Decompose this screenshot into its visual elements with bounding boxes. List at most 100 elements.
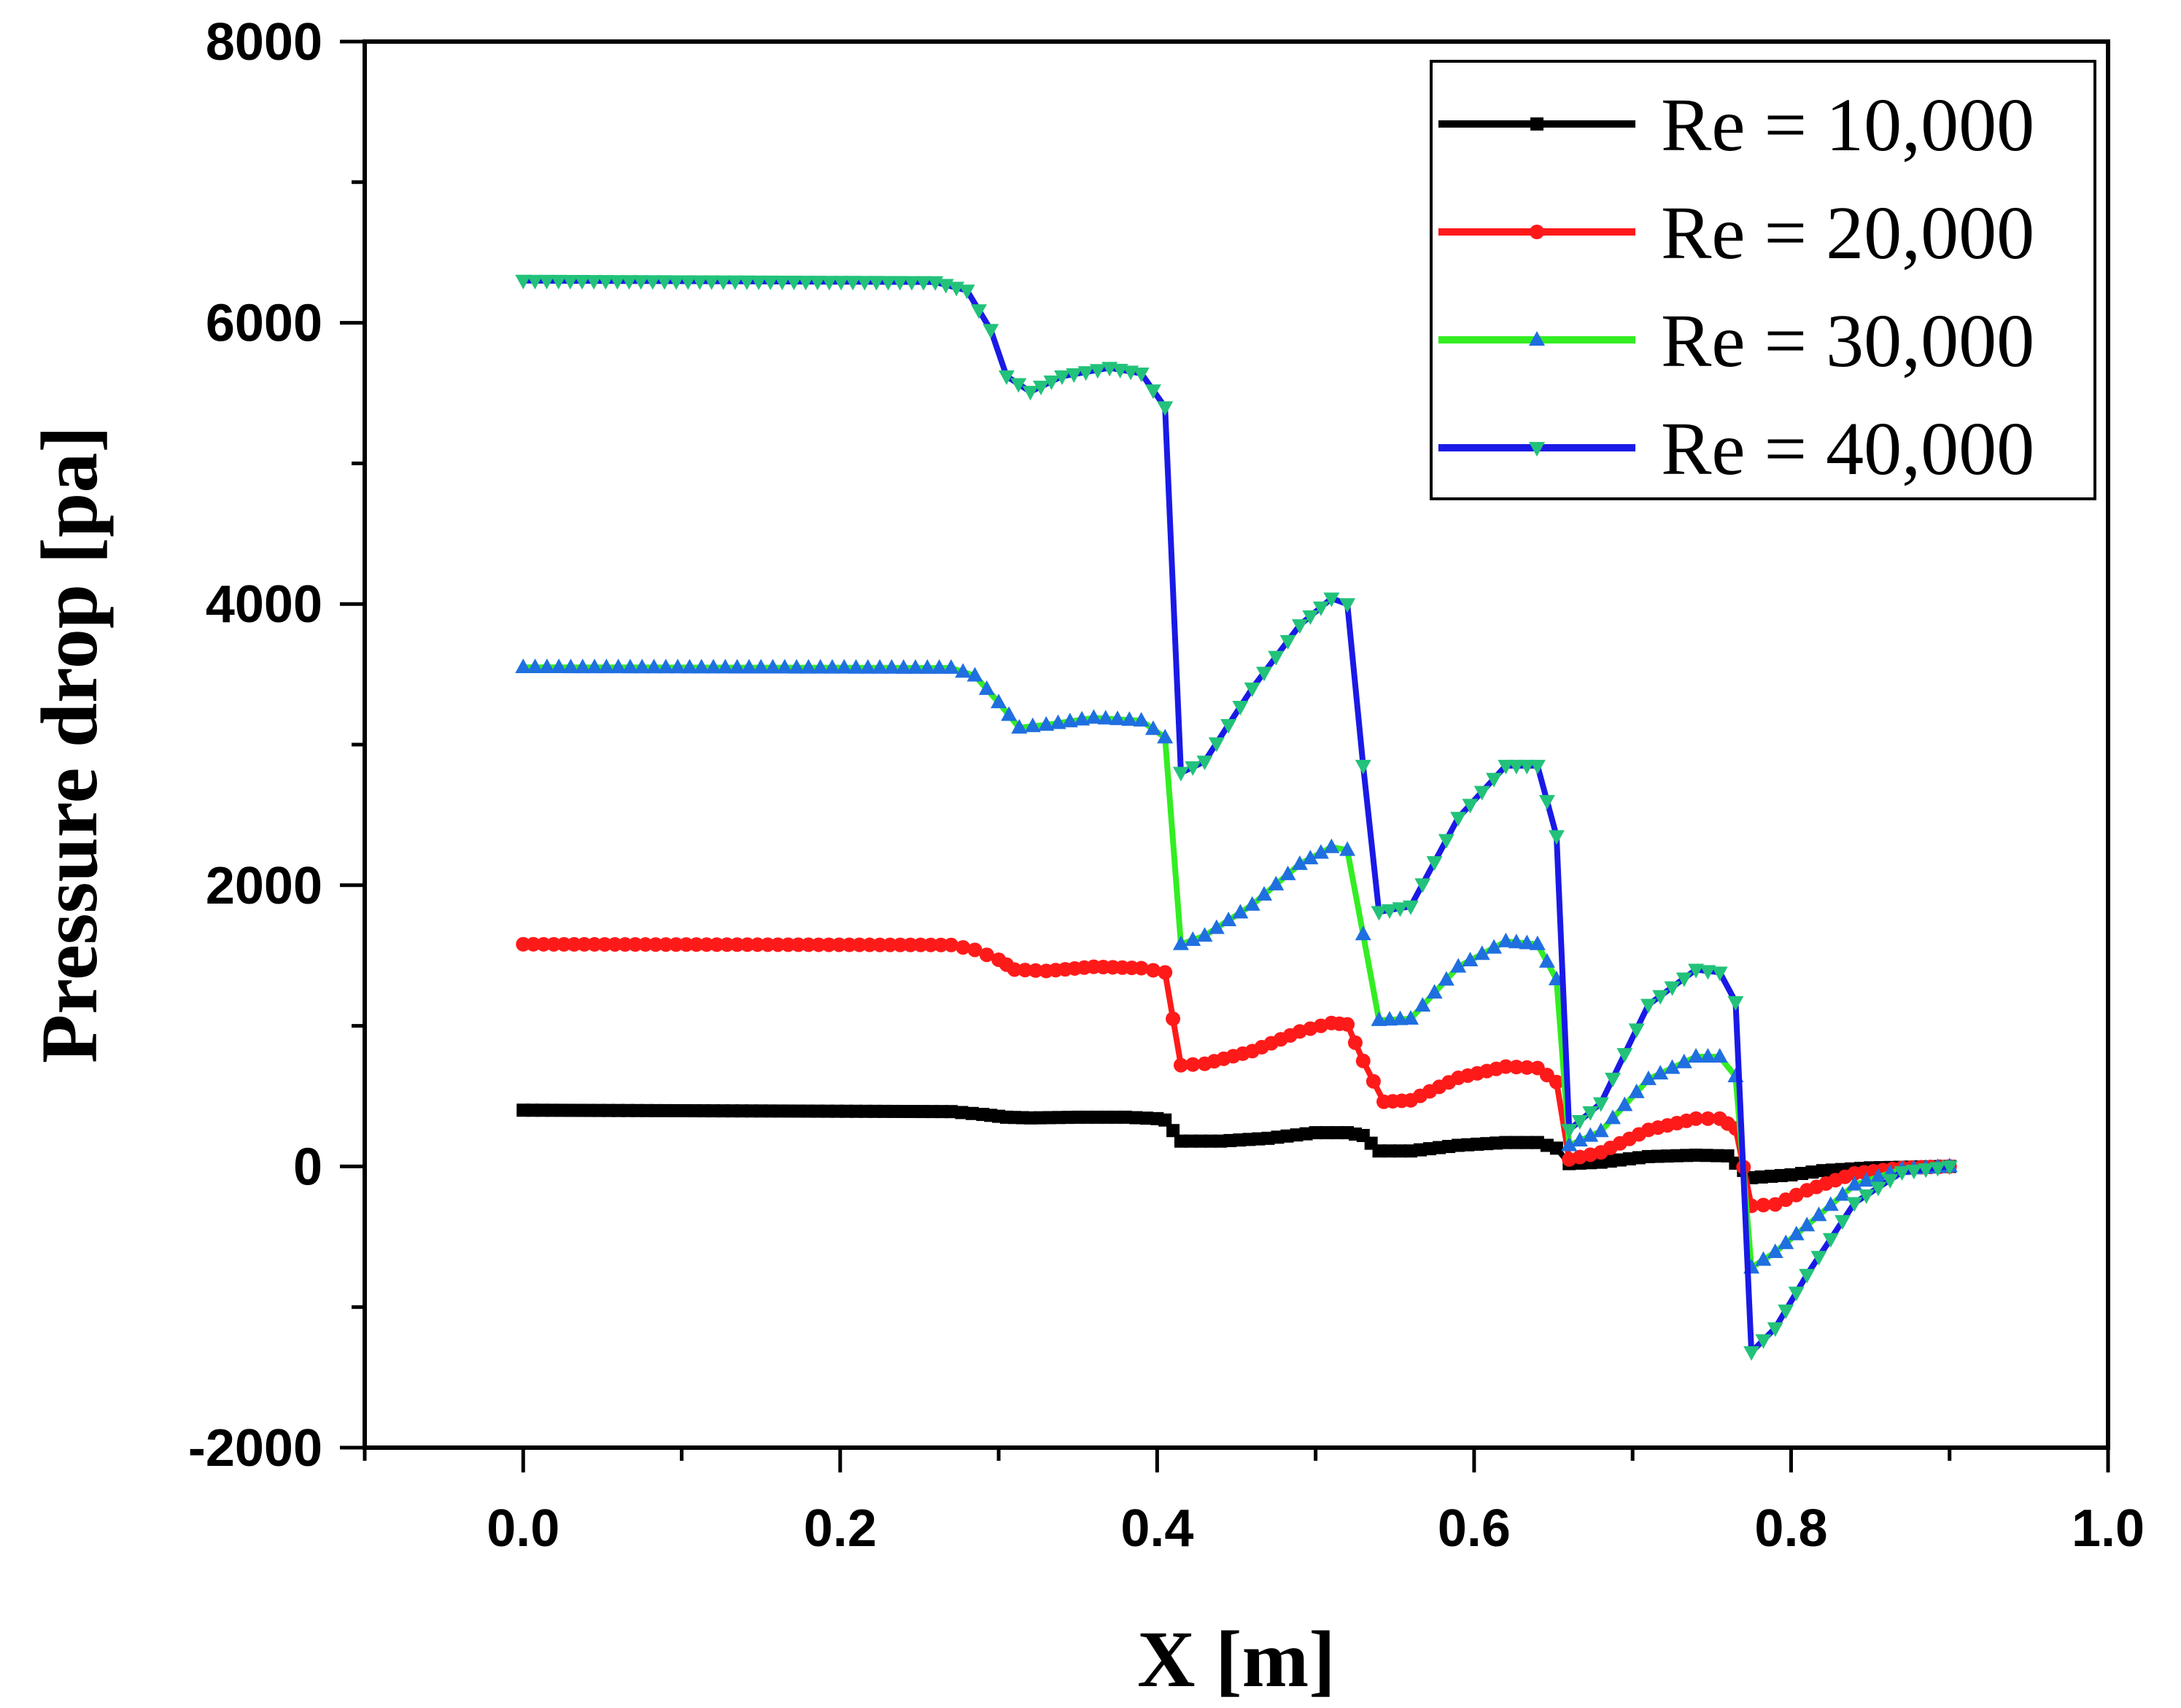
- data-point: [1519, 759, 1535, 775]
- data-point: [597, 275, 614, 290]
- data-point: [1538, 795, 1555, 810]
- data-point: [516, 936, 531, 952]
- data-point: [526, 936, 541, 952]
- data-point: [1018, 963, 1033, 978]
- data-point: [740, 937, 755, 952]
- y-tick-label: 0: [293, 1138, 322, 1196]
- data-point: [811, 937, 826, 952]
- data-point: [1764, 1169, 1778, 1183]
- data-point: [1312, 844, 1329, 859]
- data-point: [550, 274, 567, 290]
- data-point: [1392, 902, 1409, 917]
- data-point: [1144, 720, 1161, 735]
- data-point: [780, 937, 796, 952]
- data-point: [1549, 1141, 1563, 1155]
- data-point: [1291, 619, 1308, 634]
- y-tick-label: 8000: [206, 13, 322, 71]
- data-point: [1755, 1334, 1772, 1349]
- data-point: [1450, 958, 1467, 973]
- data-point: [1414, 997, 1431, 1012]
- data-point: [1157, 729, 1174, 744]
- data-point: [1109, 710, 1126, 726]
- data-point: [1529, 331, 1545, 346]
- data-point: [955, 663, 972, 678]
- data-point: [1941, 1160, 1958, 1176]
- data-point: [1711, 1149, 1724, 1162]
- data-point: [1473, 785, 1490, 801]
- y-tick-label: 2000: [206, 857, 322, 915]
- data-point: [1508, 1060, 1524, 1075]
- data-point: [893, 937, 908, 952]
- data-point: [1509, 1136, 1523, 1149]
- data-point: [1462, 951, 1479, 966]
- data-point: [1529, 935, 1546, 950]
- data-point: [1918, 1163, 1934, 1179]
- data-point: [1194, 1134, 1208, 1148]
- data-point: [1133, 368, 1150, 383]
- data-point: [933, 937, 948, 952]
- data-point: [1134, 960, 1149, 976]
- data-point: [1085, 709, 1102, 724]
- data-point: [1172, 935, 1189, 950]
- data-point: [1196, 756, 1213, 771]
- data-point: [609, 275, 626, 290]
- data-point: [1676, 972, 1692, 987]
- data-point: [1074, 710, 1090, 726]
- data-point: [1727, 995, 1744, 1011]
- data-point: [1185, 931, 1201, 946]
- data-point: [1805, 1165, 1819, 1179]
- data-point: [983, 324, 999, 339]
- data-point: [1664, 1059, 1681, 1074]
- x-tick-labels: 0.0 0.2 0.4 0.6 0.8 1.0: [487, 1499, 2145, 1558]
- data-point: [1089, 364, 1106, 379]
- data-point: [797, 276, 814, 291]
- data-point: [627, 937, 643, 952]
- data-point: [1204, 1134, 1217, 1148]
- data-point: [1033, 381, 1050, 396]
- data-point: [1549, 1074, 1564, 1090]
- data-point: [1365, 1074, 1381, 1089]
- data-point: [1755, 1251, 1772, 1266]
- data-point: [1858, 1189, 1875, 1204]
- data-point: [821, 937, 837, 952]
- data-point: [750, 937, 765, 952]
- data-point: [689, 937, 704, 952]
- data-point: [1050, 714, 1066, 729]
- data-point: [1382, 1011, 1398, 1026]
- data-point: [536, 936, 551, 952]
- data-point: [621, 275, 638, 290]
- data-point: [1355, 1053, 1371, 1068]
- data-point: [515, 658, 532, 673]
- x-axis-title: X [m]: [1137, 1615, 1336, 1704]
- data-point: [956, 940, 971, 955]
- data-point: [680, 275, 697, 290]
- data-point: [709, 937, 724, 952]
- data-point: [1616, 1096, 1633, 1111]
- data-point: [587, 936, 603, 952]
- data-point: [1330, 1126, 1344, 1140]
- data-point: [668, 937, 683, 952]
- data-point: [786, 276, 802, 291]
- data-point: [1139, 1111, 1153, 1125]
- data-point: [1676, 1053, 1692, 1068]
- data-point: [1010, 378, 1027, 393]
- data-point: [1571, 1132, 1588, 1147]
- data-point: [538, 659, 555, 674]
- data-point: [1403, 1009, 1419, 1025]
- data-point: [1220, 719, 1237, 734]
- data-point: [1652, 990, 1669, 1005]
- data-point: [848, 659, 864, 674]
- data-point: [979, 947, 994, 963]
- data-point: [1007, 962, 1022, 977]
- data-point: [1530, 117, 1543, 131]
- data-point: [809, 276, 826, 291]
- y-tick-label: -2000: [188, 1419, 322, 1478]
- data-point: [919, 659, 936, 674]
- data-point: [1172, 766, 1189, 782]
- data-point: [1605, 1109, 1622, 1125]
- data-point: [1519, 934, 1535, 950]
- data-point: [703, 275, 720, 290]
- data-point: [1538, 952, 1555, 968]
- data-point: [1371, 1011, 1387, 1026]
- data-point: [1592, 1122, 1609, 1138]
